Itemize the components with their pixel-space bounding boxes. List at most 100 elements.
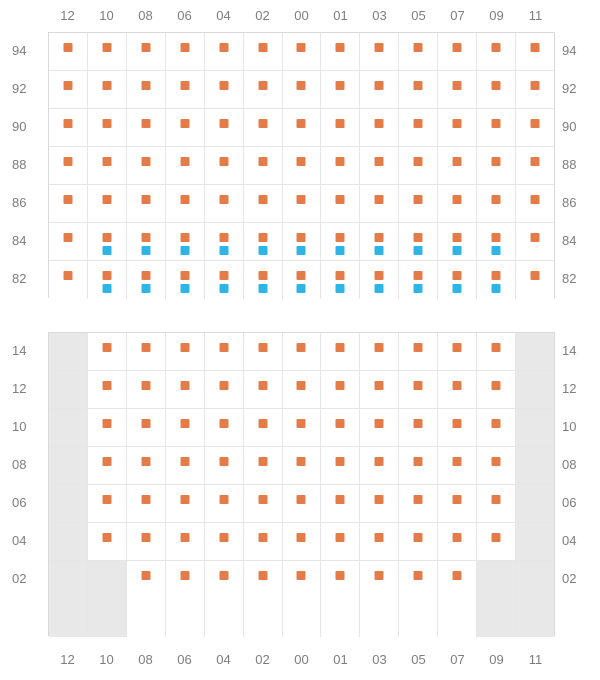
seat-cell[interactable] — [360, 333, 399, 370]
seat-cell[interactable] — [88, 409, 127, 446]
seat-cell[interactable] — [360, 109, 399, 146]
seat-cell[interactable] — [127, 147, 166, 184]
seat-cell[interactable] — [127, 71, 166, 108]
seat-cell[interactable] — [477, 147, 516, 184]
seat-cell[interactable] — [166, 371, 205, 408]
seat-cell[interactable] — [166, 261, 205, 299]
seat-cell[interactable] — [321, 485, 360, 522]
seat-cell[interactable] — [88, 109, 127, 146]
seat-cell[interactable] — [88, 523, 127, 560]
seat-cell[interactable] — [399, 561, 438, 637]
seat-cell[interactable] — [205, 333, 244, 370]
seat-cell[interactable] — [516, 261, 554, 299]
seat-cell[interactable] — [244, 147, 283, 184]
seat-cell[interactable] — [244, 223, 283, 260]
seat-cell[interactable] — [127, 223, 166, 260]
seat-cell[interactable] — [399, 371, 438, 408]
seat-cell[interactable] — [205, 261, 244, 299]
seat-cell[interactable] — [127, 185, 166, 222]
seat-cell[interactable] — [321, 147, 360, 184]
seat-cell[interactable] — [321, 561, 360, 637]
seat-cell[interactable] — [516, 223, 554, 260]
seat-cell[interactable] — [477, 523, 516, 560]
seat-cell[interactable] — [244, 409, 283, 446]
seat-cell[interactable] — [477, 33, 516, 70]
seat-cell[interactable] — [516, 109, 554, 146]
seat-cell[interactable] — [88, 333, 127, 370]
seat-cell[interactable] — [127, 261, 166, 299]
seat-cell[interactable] — [516, 185, 554, 222]
seat-cell[interactable] — [438, 109, 477, 146]
seat-cell[interactable] — [166, 447, 205, 484]
seat-cell[interactable] — [283, 33, 322, 70]
seat-cell[interactable] — [477, 371, 516, 408]
seat-cell[interactable] — [127, 447, 166, 484]
seat-cell[interactable] — [321, 71, 360, 108]
seat-cell[interactable] — [88, 147, 127, 184]
seat-cell[interactable] — [127, 109, 166, 146]
seat-cell[interactable] — [399, 485, 438, 522]
seat-cell[interactable] — [360, 447, 399, 484]
seat-cell[interactable] — [438, 185, 477, 222]
seat-cell[interactable] — [283, 409, 322, 446]
seat-cell[interactable] — [244, 523, 283, 560]
seat-cell[interactable] — [283, 561, 322, 637]
seat-cell[interactable] — [166, 409, 205, 446]
seat-cell[interactable] — [88, 71, 127, 108]
seat-cell[interactable] — [283, 333, 322, 370]
seat-cell[interactable] — [321, 447, 360, 484]
seat-cell[interactable] — [399, 223, 438, 260]
seat-cell[interactable] — [205, 523, 244, 560]
seat-cell[interactable] — [283, 147, 322, 184]
seat-cell[interactable] — [88, 185, 127, 222]
seat-cell[interactable] — [360, 523, 399, 560]
seat-cell[interactable] — [360, 261, 399, 299]
seat-cell[interactable] — [205, 147, 244, 184]
seat-cell[interactable] — [321, 333, 360, 370]
seat-cell[interactable] — [205, 447, 244, 484]
seat-cell[interactable] — [438, 147, 477, 184]
seat-cell[interactable] — [477, 185, 516, 222]
seat-cell[interactable] — [88, 33, 127, 70]
seat-cell[interactable] — [360, 371, 399, 408]
seat-cell[interactable] — [321, 261, 360, 299]
seat-cell[interactable] — [205, 409, 244, 446]
seat-cell[interactable] — [477, 333, 516, 370]
seat-cell[interactable] — [127, 371, 166, 408]
seat-cell[interactable] — [49, 185, 88, 222]
seat-cell[interactable] — [283, 371, 322, 408]
seat-cell[interactable] — [166, 223, 205, 260]
seat-cell[interactable] — [127, 485, 166, 522]
seat-cell[interactable] — [166, 109, 205, 146]
seat-cell[interactable] — [244, 71, 283, 108]
seat-cell[interactable] — [399, 261, 438, 299]
seat-cell[interactable] — [399, 147, 438, 184]
seat-cell[interactable] — [205, 223, 244, 260]
seat-cell[interactable] — [88, 223, 127, 260]
seat-cell[interactable] — [127, 333, 166, 370]
seat-cell[interactable] — [477, 485, 516, 522]
seat-cell[interactable] — [244, 33, 283, 70]
seat-cell[interactable] — [438, 33, 477, 70]
seat-cell[interactable] — [166, 333, 205, 370]
seat-cell[interactable] — [399, 409, 438, 446]
seat-cell[interactable] — [438, 71, 477, 108]
seat-cell[interactable] — [477, 261, 516, 299]
seat-cell[interactable] — [88, 485, 127, 522]
seat-cell[interactable] — [88, 261, 127, 299]
seat-cell[interactable] — [438, 333, 477, 370]
seat-cell[interactable] — [438, 409, 477, 446]
seat-cell[interactable] — [438, 485, 477, 522]
seat-cell[interactable] — [321, 33, 360, 70]
seat-cell[interactable] — [477, 223, 516, 260]
seat-cell[interactable] — [244, 485, 283, 522]
seat-cell[interactable] — [88, 447, 127, 484]
seat-cell[interactable] — [516, 33, 554, 70]
seat-cell[interactable] — [399, 185, 438, 222]
seat-cell[interactable] — [49, 147, 88, 184]
seat-cell[interactable] — [438, 223, 477, 260]
seat-cell[interactable] — [438, 371, 477, 408]
seat-cell[interactable] — [321, 185, 360, 222]
seat-cell[interactable] — [477, 71, 516, 108]
seat-cell[interactable] — [166, 561, 205, 637]
